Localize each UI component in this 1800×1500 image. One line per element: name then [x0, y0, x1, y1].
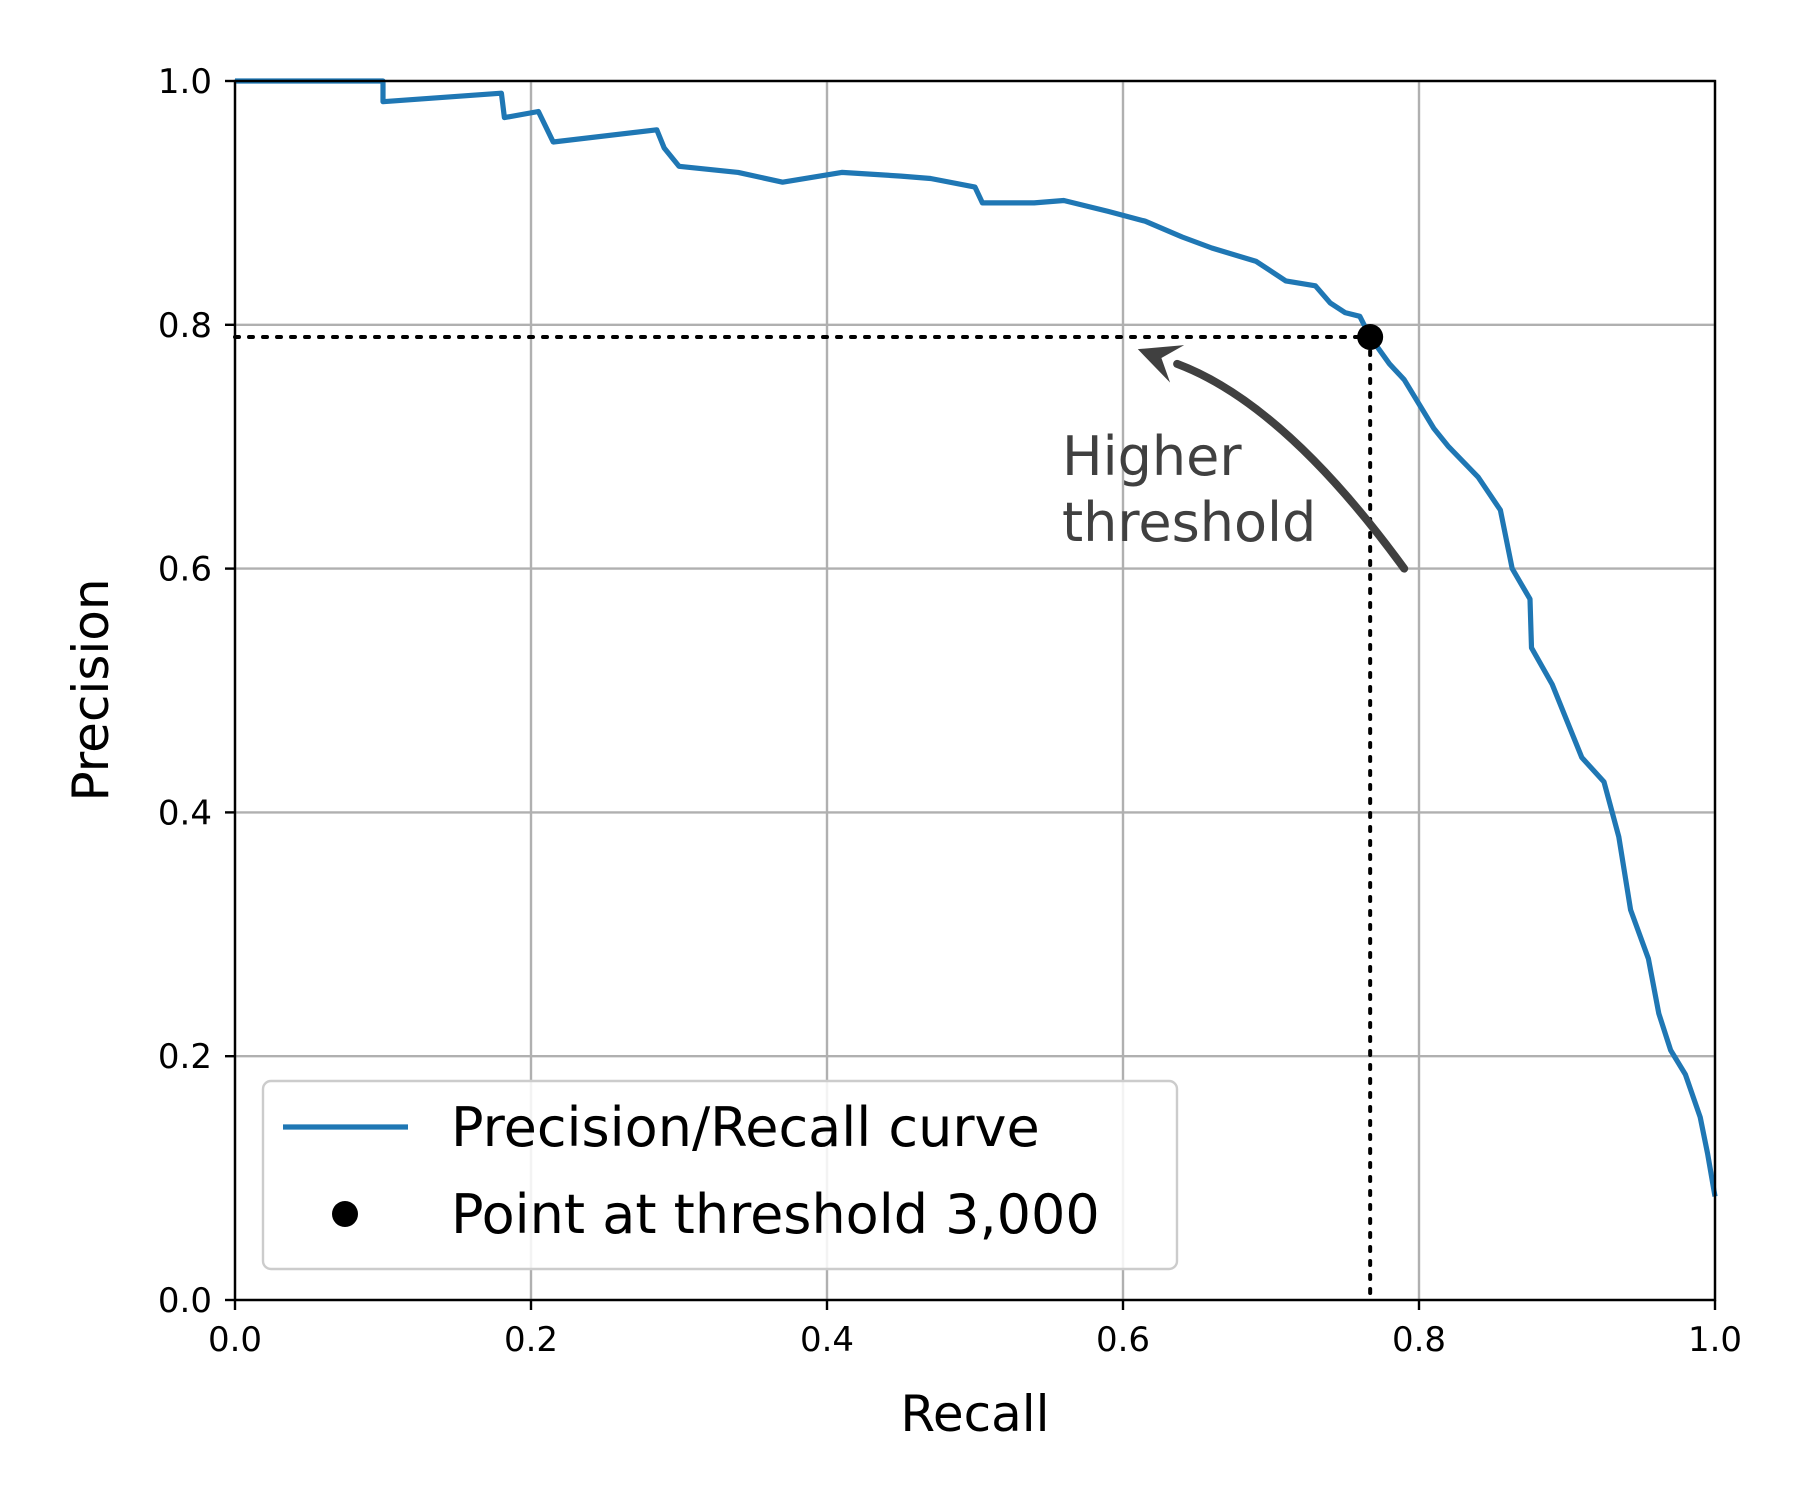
- legend-point-marker: [332, 1201, 358, 1227]
- annotation-line-2: threshold: [1062, 491, 1316, 554]
- legend-label-curve: Precision/Recall curve: [451, 1096, 1040, 1159]
- legend-label-point: Point at threshold 3,000: [451, 1183, 1100, 1246]
- legend-box: [261, 1079, 1179, 1271]
- y-tick-label: 0.0: [158, 1281, 212, 1321]
- y-tick-label: 0.2: [158, 1037, 212, 1077]
- y-axis-label: Precision: [62, 578, 120, 801]
- threshold-point: [1357, 323, 1384, 350]
- annotation-line-1: Higher: [1062, 425, 1242, 488]
- annotation-arrow-shaft: [1173, 359, 1409, 573]
- y-tick-label: 0.4: [158, 793, 212, 833]
- higher-threshold-annotation: Higher threshold: [1062, 345, 1409, 573]
- x-tick-label: 0.6: [1096, 1320, 1150, 1360]
- x-tick-label: 0.2: [504, 1320, 558, 1360]
- x-tick-label: 0.4: [800, 1320, 854, 1360]
- plot-frame: [233, 79, 1717, 1302]
- precision-recall-curve: [235, 78, 1718, 1197]
- legend: Precision/Recall curve Point at threshol…: [261, 1079, 1179, 1271]
- series-layer: [235, 78, 1718, 1197]
- x-tick-label: 0.0: [208, 1320, 262, 1360]
- y-tick-label: 1.0: [158, 62, 212, 102]
- x-tick-label: 0.8: [1392, 1320, 1446, 1360]
- y-tick-label: 0.8: [158, 306, 212, 346]
- axis-ticks: 0.0 0.2 0.4 0.6 0.8 1.0 0.0 0.2 0.4 0.6 0.8 1.0: [158, 62, 1742, 1360]
- y-tick-label: 0.6: [158, 550, 212, 590]
- reference-lines: [233, 334, 1373, 1302]
- annotation-arrow-head: [1137, 345, 1185, 383]
- x-axis-label: Recall: [900, 1385, 1049, 1443]
- x-tick-label: 1.0: [1688, 1320, 1742, 1360]
